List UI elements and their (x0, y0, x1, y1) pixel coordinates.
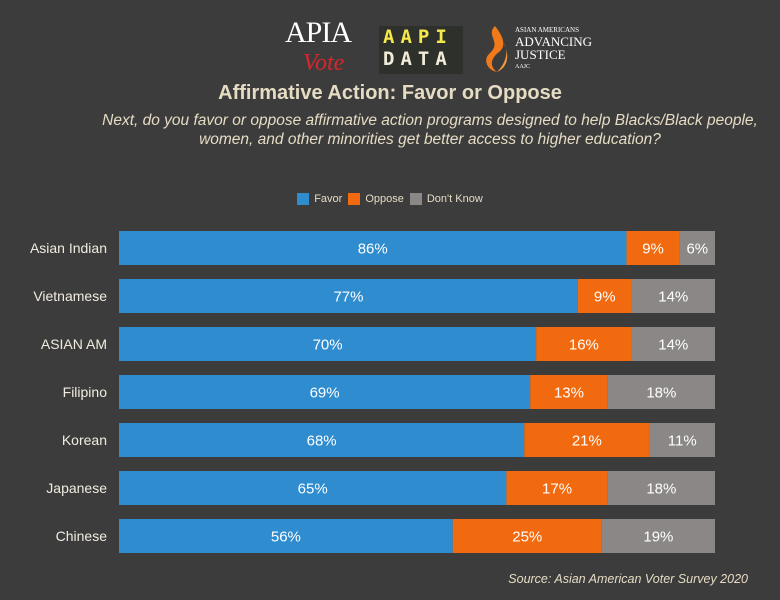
aapi-logo-text: AAPI (383, 26, 453, 48)
chart-subtitle: Next, do you favor or oppose affirmative… (102, 112, 758, 148)
legend-swatch (348, 193, 361, 205)
bar-segment (119, 471, 507, 505)
data-label: 9% (594, 289, 616, 306)
bar-segment (524, 423, 650, 457)
legend-swatch (297, 193, 310, 205)
bar-segment (607, 471, 715, 505)
data-label: 19% (643, 529, 673, 546)
legend-item-oppose: Oppose (348, 193, 404, 205)
data-label: 25% (512, 529, 542, 546)
bar-segment (506, 471, 608, 505)
aajc-logo: ASIAN AMERICANS ADVANCING JUSTICE AAJC (481, 24, 611, 74)
bar-segment (679, 231, 715, 265)
legend-label: Oppose (365, 193, 404, 205)
bar-segment (577, 279, 632, 313)
aajc-abbr: AAJC (515, 64, 531, 70)
data-label: 18% (646, 385, 676, 402)
bar-segment (607, 375, 715, 409)
aajc-big-text: ADVANCING JUSTICE (515, 35, 592, 61)
bar-segment (119, 519, 453, 553)
category-label: Vietnamese (33, 288, 107, 304)
legend-swatch (409, 193, 422, 205)
data-label: 9% (642, 241, 664, 258)
aajc-line2: JUSTICE (515, 47, 566, 62)
category-label: Korean (62, 432, 107, 448)
bar-segment (536, 327, 632, 361)
aajc-small-text: ASIAN AMERICANS (515, 26, 579, 34)
chart-title: Affirmative Action: Favor or Oppose (218, 82, 562, 104)
data-label: 21% (572, 433, 602, 450)
bar-segment (119, 375, 531, 409)
data-label: 86% (358, 241, 388, 258)
bar-segment (530, 375, 608, 409)
data-label: 16% (569, 337, 599, 354)
legend-item-dont-know: Don't Know (409, 193, 483, 205)
data-label: 11% (668, 433, 697, 450)
category-label: Chinese (56, 528, 108, 544)
bar-segment (631, 327, 715, 361)
aajc-line1: ADVANCING (515, 34, 593, 49)
legend-label: Favor (314, 193, 343, 205)
category-label: Asian Indian (30, 240, 107, 256)
bar-segment (119, 327, 537, 361)
data-label: 14% (658, 337, 688, 354)
source-note: Source: Asian American Voter Survey 2020 (508, 572, 748, 586)
bar-segment (452, 519, 602, 553)
legend-item-favor: Favor (297, 193, 342, 205)
data-label: 68% (307, 433, 337, 450)
data-label: 56% (271, 529, 301, 546)
category-label: Japanese (46, 480, 107, 496)
bar-segment (649, 423, 715, 457)
bar-segment (119, 279, 578, 313)
apia-vote-logo: APIA Vote (283, 18, 369, 78)
data-label: 77% (333, 289, 363, 306)
logo-bar: APIA Vote AAPI DATA ASIAN AMERICANS ADVA… (283, 18, 603, 78)
vote-logo-text: Vote (303, 50, 345, 76)
bar-segment (626, 231, 680, 265)
data-label: 69% (310, 385, 340, 402)
bar-segment (601, 519, 715, 553)
data-label: 70% (313, 337, 343, 354)
bar-segment (119, 423, 525, 457)
data-label: 14% (658, 289, 688, 306)
category-label: Filipino (63, 384, 108, 400)
legend: Favor Oppose Don't Know (0, 193, 780, 205)
data-logo-text: DATA (383, 48, 453, 70)
data-label: 17% (542, 481, 572, 498)
aapi-data-logo: AAPI DATA (379, 26, 463, 74)
bar-segment (631, 279, 715, 313)
data-label: 65% (298, 481, 328, 498)
legend-label: Don't Know (426, 193, 483, 205)
data-label: 13% (554, 385, 584, 402)
data-label: 6% (686, 241, 708, 258)
category-label: ASIAN AM (41, 336, 107, 352)
data-label: 18% (646, 481, 676, 498)
bar-segment (119, 231, 627, 265)
apia-logo-text: APIA (285, 16, 352, 49)
flame-icon (486, 26, 508, 72)
